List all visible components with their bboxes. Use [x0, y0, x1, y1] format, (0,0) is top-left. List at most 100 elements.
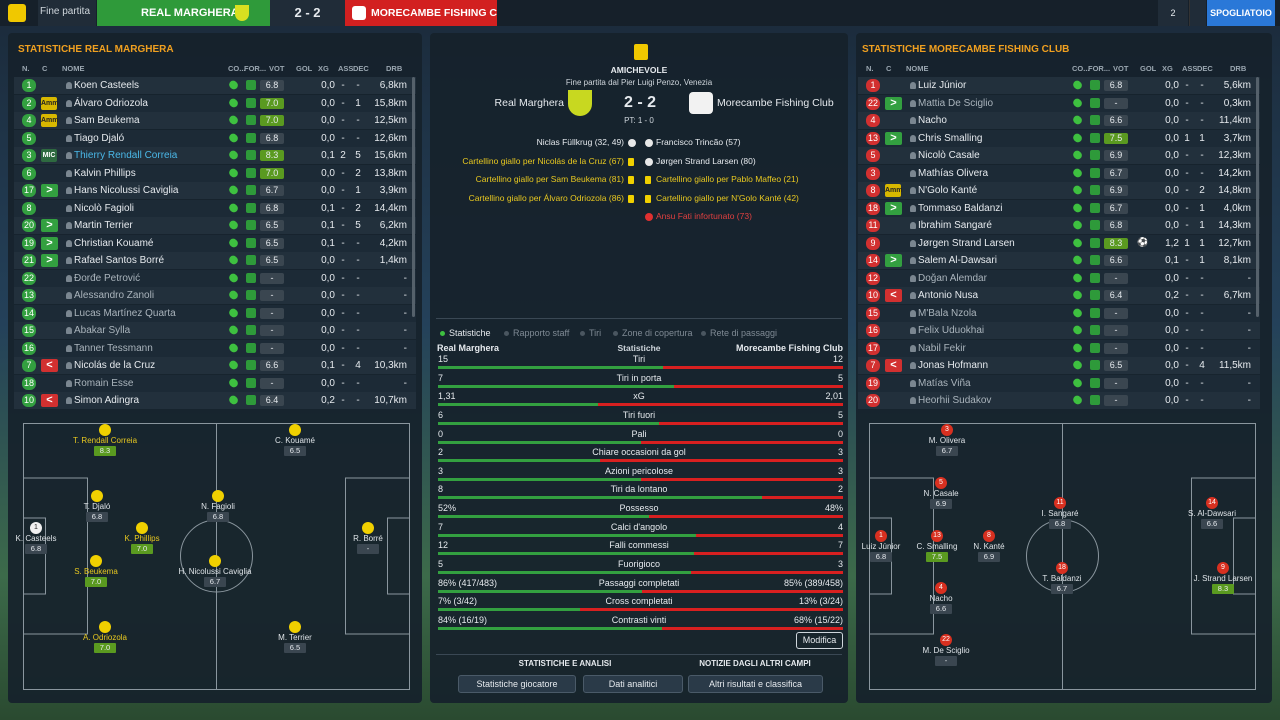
rating: 6.7: [1104, 167, 1128, 179]
distance: -: [1247, 377, 1251, 389]
stat-label: Tiri: [632, 354, 646, 364]
pitch-player-name: K. Casteels: [15, 534, 57, 543]
player-row: [858, 322, 1260, 339]
form-icon: [1090, 220, 1100, 230]
xg: 0,0: [321, 342, 335, 354]
player-name: Doğan Alemdar: [918, 272, 987, 284]
player-icon: [910, 134, 916, 142]
action-button[interactable]: Altri risultati e classifica: [688, 675, 823, 693]
tab-dot: [613, 331, 618, 336]
pitch-rating: 6.6: [1201, 519, 1223, 529]
stat-label: Azioni pericolose: [604, 465, 674, 476]
player-name: Simon Adingra: [74, 395, 140, 406]
form-icon: [246, 255, 256, 265]
decisive: -: [1200, 115, 1204, 126]
stat-home: 6: [438, 409, 444, 420]
player-row: [14, 269, 416, 287]
distance: 6,7km: [1223, 290, 1251, 301]
competition-logo: [634, 44, 648, 60]
player-icon: [66, 379, 72, 387]
pitch-rating: 8.3: [94, 446, 116, 456]
edit-button[interactable]: Modifica: [796, 632, 843, 649]
pitch-rating: 7.0: [131, 544, 153, 554]
away-name: MORECAMBE FISHING C...: [345, 0, 497, 26]
player-row: [858, 304, 1260, 322]
tab[interactable]: Tiri: [589, 328, 602, 338]
player-row: [14, 252, 416, 269]
pitch-rating: 6.6: [930, 604, 952, 614]
match-score: 2 - 2: [623, 94, 656, 111]
player-row: [858, 94, 1260, 112]
home-event: Cartellino giallo per Álvaro Odriozola (…: [468, 192, 624, 203]
stat-home: 12: [438, 540, 449, 551]
form-icon: [246, 395, 256, 405]
tab[interactable]: Zone di copertura: [622, 328, 693, 338]
player-marker: [90, 555, 102, 567]
stat-away: 5: [837, 409, 843, 420]
distance: 12,6km: [374, 132, 407, 144]
shirt-number: 13: [866, 131, 880, 145]
form-icon: [1090, 342, 1100, 353]
form-icon: [1090, 325, 1100, 335]
player-icon: [910, 292, 916, 299]
shirt-number: 8: [866, 184, 880, 197]
shirt-number: 20: [866, 394, 880, 407]
player-icon: [66, 327, 72, 334]
action-button[interactable]: Statistiche giocatore: [458, 675, 576, 693]
form-icon: [1090, 360, 1100, 370]
stat-bar-away: [438, 440, 843, 444]
xg: 0,0: [1165, 342, 1179, 354]
player-icon: [66, 397, 72, 404]
xg: 0,0: [321, 272, 335, 284]
stat-bar-home: [438, 515, 649, 519]
analysis-heading: STATISTICHE E ANALISI: [518, 659, 612, 668]
distance: -: [1247, 342, 1251, 354]
tab[interactable]: Statistiche: [449, 328, 491, 338]
xg: 0,0: [1165, 325, 1179, 336]
stat-label: Passaggi completati: [598, 577, 680, 588]
form-icon: [1090, 167, 1100, 178]
distance: -: [403, 377, 407, 389]
column-header: GOL: [1140, 64, 1157, 73]
stat-bar-home: [438, 403, 598, 407]
stats-away: Morecambe Fishing Club: [735, 343, 843, 353]
rating: -: [1104, 97, 1128, 109]
home-event: Cartellino giallo per Nicolás de la Cruz…: [462, 155, 624, 166]
tab[interactable]: Rapporto staff: [513, 328, 570, 338]
assists: -: [1185, 290, 1189, 301]
distance: 11,4km: [1218, 115, 1251, 126]
shirt-number: 10: [22, 394, 36, 407]
form-icon: [1090, 202, 1100, 213]
action-button[interactable]: Dati analitici: [583, 675, 683, 693]
distance: 11,5km: [1218, 360, 1251, 371]
shirt-number: 5: [866, 149, 880, 162]
rating: 6.6: [1104, 115, 1128, 126]
shirt-number: 13: [22, 289, 36, 302]
home-event: Niclas Füllkrug (32, 49): [536, 137, 624, 147]
assists: -: [1185, 395, 1189, 406]
decisive: -: [1200, 272, 1204, 284]
stat-away: 2,01: [825, 391, 843, 402]
distance: -: [1247, 395, 1251, 406]
form-icon: [246, 272, 256, 283]
player-icon: [910, 397, 916, 404]
pitch-rating: 7.5: [926, 552, 948, 562]
form-icon: [1090, 290, 1100, 300]
stat-home: 8: [438, 484, 444, 495]
xg: 0,0: [321, 80, 335, 91]
distance: 6,2km: [379, 220, 407, 231]
form-icon: [1090, 307, 1100, 318]
score: 2 - 2: [270, 0, 345, 26]
player-name: Chris Smalling: [918, 132, 983, 144]
column-header: N.: [866, 64, 874, 73]
distance: 14,2km: [1218, 167, 1251, 179]
player-name: Nabil Fekir: [918, 342, 966, 354]
player-icon: [910, 309, 916, 317]
form-icon: [246, 360, 256, 370]
pitch-rating: -: [357, 544, 379, 554]
dressing-room-button[interactable]: SPOGLIATOIO: [1207, 0, 1275, 26]
tab[interactable]: Rete di passaggi: [710, 328, 778, 338]
xg: 0,1: [321, 220, 335, 231]
shirt-number: 6: [22, 166, 36, 180]
column-header: ASS: [1182, 64, 1198, 73]
